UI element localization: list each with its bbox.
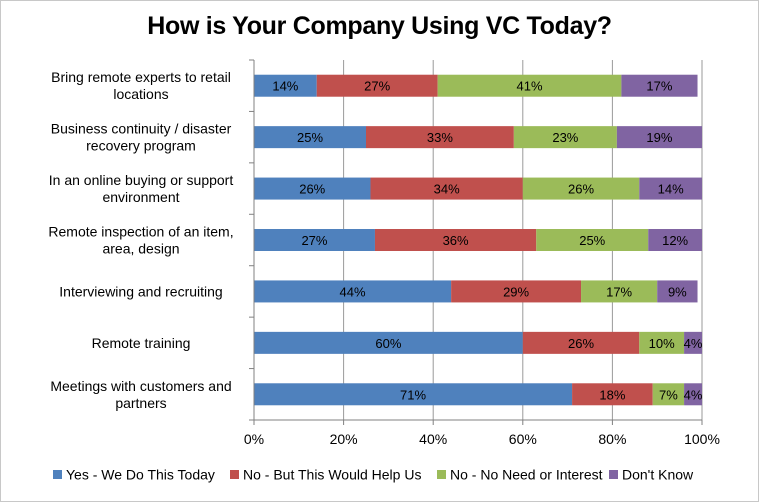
x-tick-label: 40% xyxy=(419,431,447,447)
legend-swatch xyxy=(53,470,62,479)
bar-value-label: 19% xyxy=(646,130,672,145)
bar-segment xyxy=(581,280,658,303)
bar-value-label: 10% xyxy=(649,336,675,351)
bar-segment xyxy=(370,177,523,200)
bar-segment xyxy=(513,126,617,149)
category-label: Remote training xyxy=(92,335,191,351)
bar-value-label: 29% xyxy=(503,284,529,299)
bar-segment xyxy=(437,74,622,97)
bar-segment xyxy=(684,331,702,354)
x-tick-label: 80% xyxy=(598,431,626,447)
category-label: Meetings with customers and partners xyxy=(50,378,231,411)
bar-segment xyxy=(374,229,537,251)
bar-value-label: 27% xyxy=(301,233,327,248)
category-label-line: locations xyxy=(113,86,168,102)
category-label-line: area, design xyxy=(102,241,179,257)
bar-value-label: 17% xyxy=(646,79,672,94)
bar-value-label: 33% xyxy=(427,130,453,145)
bar-segment xyxy=(648,229,702,251)
category-label-line: environment xyxy=(102,189,179,205)
bar-value-label: 17% xyxy=(606,284,632,299)
bar-value-label: 26% xyxy=(568,182,594,197)
bar-segment xyxy=(254,280,452,303)
category-label: In an online buying or support environmen… xyxy=(49,172,234,205)
x-tick-label: 60% xyxy=(509,431,537,447)
bar-segment xyxy=(639,331,685,354)
bar-value-label: 34% xyxy=(434,182,460,197)
category-label-line: partners xyxy=(115,395,166,411)
bar-value-label: 4% xyxy=(684,336,703,351)
x-tick-label: 0% xyxy=(244,431,264,447)
bar-value-label: 14% xyxy=(658,182,684,197)
bar-value-label: 12% xyxy=(662,233,688,248)
bar-segment xyxy=(254,383,573,406)
bar-segment xyxy=(522,177,640,200)
category-label: Remote inspection of an item, area, desig… xyxy=(48,224,233,257)
category-label-line: recovery program xyxy=(86,138,196,154)
category-label-line: In an online buying or support xyxy=(49,172,234,188)
bar-segment xyxy=(657,280,698,303)
bar-value-label: 9% xyxy=(668,284,687,299)
bar-segment xyxy=(572,383,653,406)
x-tick-label: 100% xyxy=(684,431,720,447)
legend-label: No - No Need or Interest xyxy=(450,467,603,483)
bar-segment xyxy=(254,74,317,97)
bar-value-label: 26% xyxy=(299,182,325,197)
bar-segment xyxy=(254,177,371,200)
bar-value-label: 36% xyxy=(443,233,469,248)
bar-segment xyxy=(254,126,366,149)
bar-segment xyxy=(536,229,649,251)
category-label-line: Business continuity / disaster xyxy=(51,121,232,137)
bar-segment xyxy=(316,74,438,97)
bar-value-label: 60% xyxy=(375,336,401,351)
chart-title: How is Your Company Using VC Today? xyxy=(147,12,612,40)
category-label-line: Remote training xyxy=(92,335,191,351)
bar-segment xyxy=(451,280,582,303)
legend-label: No - But This Would Help Us xyxy=(243,467,421,483)
legend-swatch xyxy=(609,470,618,479)
bar-value-label: 26% xyxy=(568,336,594,351)
x-tick-label: 20% xyxy=(330,431,358,447)
bar-segment xyxy=(621,74,698,97)
bar-value-label: 27% xyxy=(364,79,390,94)
bar-segment xyxy=(366,126,514,149)
bar-segment xyxy=(522,331,640,354)
legend-swatch xyxy=(437,470,446,479)
bar-value-label: 25% xyxy=(297,130,323,145)
category-label: Bring remote experts to retail locations xyxy=(51,69,231,102)
bar-value-label: 44% xyxy=(340,284,366,299)
category-label: Interviewing and recruiting xyxy=(59,283,222,299)
category-label-line: Interviewing and recruiting xyxy=(59,283,222,299)
bar-value-label: 4% xyxy=(684,387,703,402)
bar-segment xyxy=(684,383,702,406)
category-label-line: Remote inspection of an item, xyxy=(48,224,233,240)
category-label-line: Meetings with customers and xyxy=(50,378,231,394)
legend-label: Yes - We Do This Today xyxy=(66,467,215,483)
bar-segment xyxy=(616,126,702,149)
bar-segment xyxy=(652,383,685,406)
bar-segment xyxy=(254,229,375,251)
bar-value-label: 7% xyxy=(659,387,678,402)
bar-value-label: 14% xyxy=(272,79,298,94)
category-label-line: Bring remote experts to retail xyxy=(51,69,231,85)
legend-label: Don't Know xyxy=(622,467,694,483)
category-label: Business continuity / disaster recovery p… xyxy=(51,121,232,154)
bar-segment xyxy=(254,331,523,354)
bar-value-label: 71% xyxy=(400,387,426,402)
bar-segment xyxy=(639,177,702,200)
legend-swatch xyxy=(230,470,239,479)
bar-value-label: 25% xyxy=(579,233,605,248)
bar-value-label: 41% xyxy=(517,79,543,94)
bar-value-label: 18% xyxy=(599,387,625,402)
bar-value-label: 23% xyxy=(552,130,578,145)
